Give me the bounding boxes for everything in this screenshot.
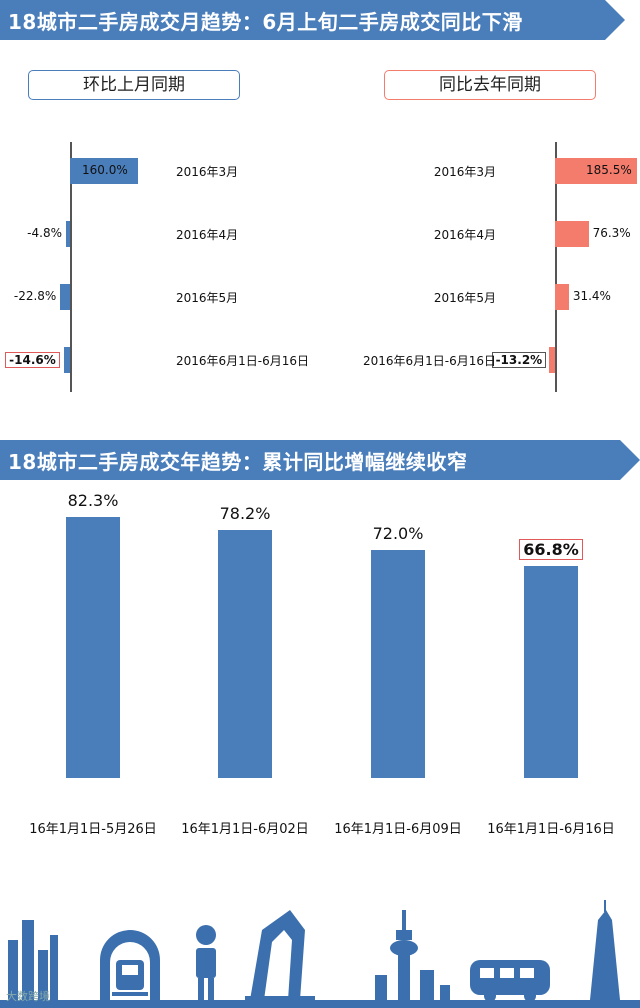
banner-monthly: 18城市二手房成交月趋势：6月上旬二手房成交同比下滑 bbox=[0, 0, 640, 40]
data-label: 185.5% bbox=[586, 163, 632, 177]
category-label: 2016年3月 bbox=[433, 165, 496, 179]
bar bbox=[66, 221, 70, 247]
tower-cluster-icon bbox=[8, 920, 58, 1000]
data-label: -13.2% bbox=[491, 352, 547, 368]
category-label: 2016年6月1日-6月16日 bbox=[362, 354, 496, 368]
banner-monthly-title: 18城市二手房成交月趋势：6月上旬二手房成交同比下滑 bbox=[8, 10, 523, 34]
bar bbox=[63, 347, 70, 373]
data-label: -14.6% bbox=[5, 352, 60, 368]
tower-icon bbox=[375, 910, 450, 1000]
category-label: 2016年4月 bbox=[176, 228, 239, 242]
bar bbox=[66, 517, 120, 778]
category-label: 2016年5月 bbox=[176, 291, 239, 305]
data-label: 66.8% bbox=[491, 539, 611, 561]
tall-tower-icon bbox=[590, 900, 620, 1000]
category-label: 16年1月1日-5月26日 bbox=[29, 822, 157, 837]
bus-icon bbox=[470, 960, 550, 1002]
data-label: 31.4% bbox=[572, 289, 611, 303]
category-label: 16年1月1日-6月16日 bbox=[487, 822, 615, 837]
watermark: 大数跨境 bbox=[6, 990, 50, 1003]
axis-line bbox=[70, 142, 72, 392]
category-label: 16年1月1日-6月09日 bbox=[334, 822, 462, 837]
category-label: 2016年4月 bbox=[433, 228, 496, 242]
legend-mom: 环比上月同期 bbox=[28, 70, 240, 100]
bar bbox=[371, 549, 425, 778]
person-icon bbox=[196, 925, 216, 1000]
data-label: -22.8% bbox=[13, 289, 57, 303]
bar bbox=[524, 566, 578, 778]
bar bbox=[555, 284, 569, 310]
bar bbox=[555, 158, 637, 184]
bar bbox=[555, 221, 589, 247]
data-label: -4.8% bbox=[27, 226, 62, 240]
city-skyline-icon bbox=[0, 900, 640, 1008]
banner-shape bbox=[0, 440, 640, 480]
data-label: 72.0% bbox=[372, 523, 424, 543]
category-label: 2016年5月 bbox=[433, 291, 496, 305]
data-label: 82.3% bbox=[67, 491, 119, 511]
category-label: 2016年3月 bbox=[176, 165, 239, 179]
banner-yearly-title: 18城市二手房成交年趋势：累计同比增幅继续收窄 bbox=[8, 450, 468, 474]
bar bbox=[70, 158, 138, 184]
data-label: 76.3% bbox=[592, 226, 631, 240]
axis-line bbox=[555, 142, 557, 392]
banner-shape bbox=[0, 0, 625, 40]
category-label: 2016年6月1日-6月16日 bbox=[176, 354, 310, 368]
building-icon bbox=[245, 910, 315, 1002]
bar bbox=[218, 530, 272, 778]
bar bbox=[549, 347, 555, 373]
category-label: 16年1月1日-6月02日 bbox=[181, 822, 309, 837]
data-label: 78.2% bbox=[219, 504, 271, 524]
data-label: 160.0% bbox=[82, 163, 128, 177]
bar bbox=[60, 284, 70, 310]
legend-yoy: 同比去年同期 bbox=[384, 70, 596, 100]
banner-yearly: 18城市二手房成交年趋势：累计同比增幅继续收窄 bbox=[0, 440, 640, 480]
